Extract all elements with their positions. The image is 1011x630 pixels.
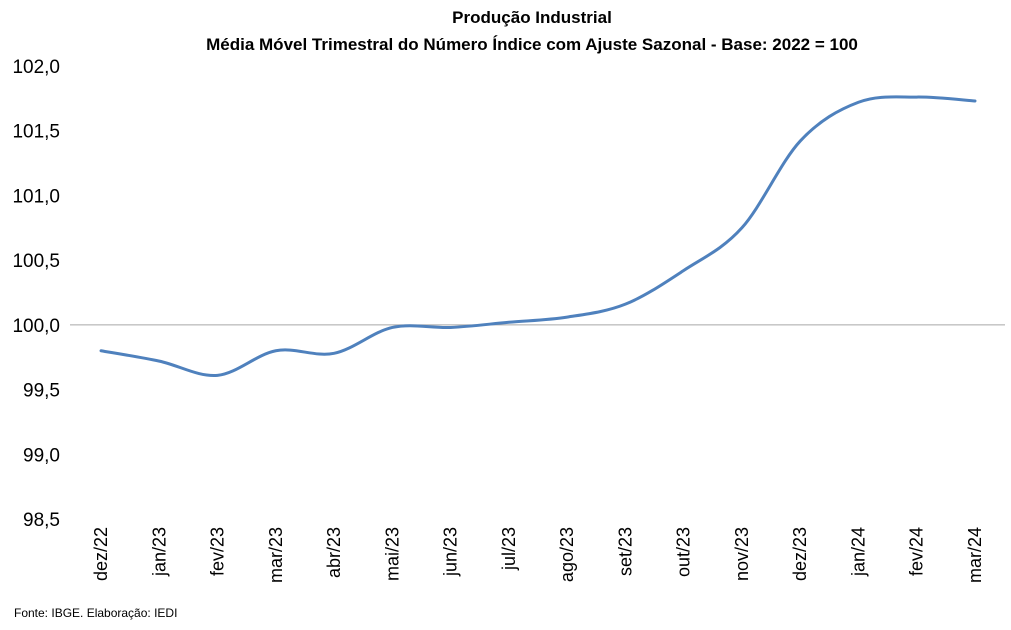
x-tick-label: abr/23 [324,527,344,578]
y-tick-label: 101,5 [12,122,60,143]
series-line-0 [99,95,977,377]
y-tick-label: 101,0 [12,186,60,207]
x-tick-label: fev/24 [907,527,927,576]
y-tick-label: 100,0 [12,316,60,337]
y-tick-label: 102,0 [12,57,60,78]
x-tick-label: jul/23 [499,527,519,571]
x-tick-label: set/23 [615,527,635,576]
x-tick-label: mar/24 [965,527,985,583]
x-tick-label: jan/24 [848,527,868,577]
x-tick-label: mar/23 [266,527,286,583]
x-tick-label: dez/22 [91,527,111,581]
x-tick-label: dez/23 [790,527,810,581]
y-tick-label: 99,5 [23,381,60,402]
x-tick-label: mai/23 [382,527,402,581]
x-tick-label: jan/23 [149,527,169,577]
y-tick-label: 100,5 [12,251,60,272]
chart-subtitle: Média Móvel Trimestral do Número Índice … [206,35,858,54]
x-tick-label: fev/23 [208,527,228,576]
y-tick-label: 98,5 [23,510,60,531]
x-tick-label: ago/23 [557,527,577,582]
chart-title: Produção Industrial [452,8,612,27]
y-tick-label: 99,0 [23,445,60,466]
x-tick-label: jun/23 [441,527,461,577]
source-note: Fonte: IBGE. Elaboração: IEDI [14,606,178,620]
x-tick-label: nov/23 [732,527,752,581]
x-tick-label: out/23 [674,527,694,577]
